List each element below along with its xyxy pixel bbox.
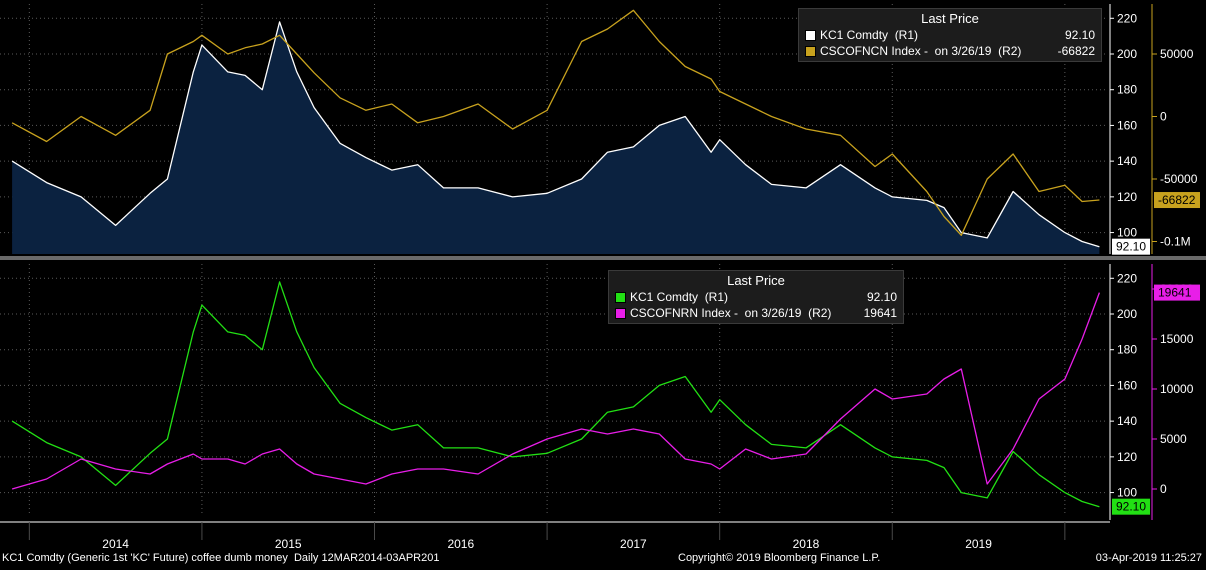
legend-top-item-kc1: KC1 Comdty (R1) 92.10 xyxy=(805,27,1095,43)
last-value-tag-r2-text: 19641 xyxy=(1158,286,1192,300)
legend-series-value: 92.10 xyxy=(866,290,897,304)
legend-series-name: KC1 Comdty (R1) xyxy=(820,28,919,42)
last-value-tag-r2-bg xyxy=(1154,284,1200,301)
axis-r2-tick-label: 15000 xyxy=(1160,332,1194,346)
axis-r1-tick-label: 100 xyxy=(1117,226,1137,240)
axis-r2-tick-label: -0.1M xyxy=(1160,235,1191,249)
axis-r2-tick-label: -50000 xyxy=(1160,172,1198,186)
axis-r2-tick-label: 5000 xyxy=(1160,432,1187,446)
last-value-tag-r1-text: 92.10 xyxy=(1116,240,1146,254)
legend-series-name: CSCOFNRN Index - on 3/26/19 (R2) xyxy=(630,306,832,320)
last-value-tag-r1-bg xyxy=(1112,238,1150,255)
axis-r1-tick-label: 160 xyxy=(1117,118,1137,132)
last-value-tag-r2-bg xyxy=(1154,192,1200,209)
chart-canvas: 100120140160180200220500000-50000-0.1M92… xyxy=(0,0,1206,552)
axis-r1-tick-label: 220 xyxy=(1117,11,1137,25)
legend-bottom: Last Price KC1 Comdty (R1) 92.10 CSCOFNR… xyxy=(608,270,904,324)
legend-bottom-item-kc1: KC1 Comdty (R1) 92.10 xyxy=(615,289,897,305)
axis-r2-tick-label: 50000 xyxy=(1160,47,1194,61)
series-area-0-0 xyxy=(12,21,1100,255)
x-axis-tick-label: 2018 xyxy=(793,537,820,551)
footer-description: KC1 Comdty (Generic 1st 'KC' Future) cof… xyxy=(2,552,440,564)
legend-series-name: KC1 Comdty (R1) xyxy=(630,290,729,304)
axis-r1-tick-label: 220 xyxy=(1117,271,1137,285)
axis-r1-tick-label: 140 xyxy=(1117,414,1137,428)
axis-r2-tick-label: 10000 xyxy=(1160,382,1194,396)
x-axis-tick-label: 2014 xyxy=(102,537,129,551)
legend-series-value: -66822 xyxy=(1057,44,1095,58)
x-axis-tick-label: 2019 xyxy=(965,537,992,551)
series-line-0-1 xyxy=(11,9,1100,236)
last-value-tag-r1-text: 92.10 xyxy=(1116,500,1146,514)
legend-series-value: 19641 xyxy=(863,306,897,320)
legend-top-title: Last Price xyxy=(921,11,979,26)
series-line-1-0 xyxy=(11,281,1100,508)
last-value-tag-r1-bg xyxy=(1112,498,1150,515)
legend-top: Last Price KC1 Comdty (R1) 92.10 CSCOFNC… xyxy=(798,8,1102,62)
last-value-tag-r2: 19641 xyxy=(1154,284,1200,301)
last-value-tag-r2-text: -66822 xyxy=(1158,193,1196,207)
last-value-tag-r1: 92.10 xyxy=(1112,238,1150,255)
legend-bottom-title: Last Price xyxy=(727,273,785,288)
axis-r1-tick-label: 200 xyxy=(1117,47,1137,61)
axis-r2-tick-label: 0 xyxy=(1160,482,1167,496)
axis-r1-tick-label: 180 xyxy=(1117,83,1137,97)
axis-r1-tick-label: 120 xyxy=(1117,190,1137,204)
legend-series-name: CSCOFNCN Index - on 3/26/19 (R2) xyxy=(820,44,1022,58)
series-line-1-1 xyxy=(11,292,1101,490)
last-value-tag-r2: -66822 xyxy=(1154,192,1200,209)
legend-series-value: 92.10 xyxy=(1064,28,1095,42)
axis-r1-tick-label: 200 xyxy=(1117,307,1137,321)
panel-separator xyxy=(0,256,1206,260)
axis-r1-tick-label: 180 xyxy=(1117,343,1137,357)
x-axis-tick-label: 2016 xyxy=(447,537,474,551)
legend-swatch xyxy=(805,29,816,41)
x-axis-tick-label: 2015 xyxy=(275,537,302,551)
footer-copyright: Copyright© 2019 Bloomberg Finance L.P. xyxy=(678,552,881,564)
legend-swatch xyxy=(805,45,816,57)
legend-bottom-item-cscofnrn: CSCOFNRN Index - on 3/26/19 (R2) 19641 xyxy=(615,305,897,321)
chart-background xyxy=(0,0,1206,552)
legend-swatch xyxy=(615,291,626,303)
series-line-0-0 xyxy=(11,21,1100,248)
last-value-tag-r1: 92.10 xyxy=(1112,498,1150,515)
axis-r2-tick-label: 0 xyxy=(1160,110,1167,124)
legend-top-item-cscofncn: CSCOFNCN Index - on 3/26/19 (R2) -66822 xyxy=(805,43,1095,59)
axis-r1-tick-label: 160 xyxy=(1117,378,1137,392)
x-axis-tick-label: 2017 xyxy=(620,537,647,551)
footer-timestamp: 03-Apr-2019 11:25:27 xyxy=(1095,552,1202,564)
axis-r1-tick-label: 140 xyxy=(1117,154,1137,168)
legend-swatch xyxy=(615,307,626,319)
axis-r1-tick-label: 100 xyxy=(1117,486,1137,500)
axis-r1-tick-label: 120 xyxy=(1117,450,1137,464)
